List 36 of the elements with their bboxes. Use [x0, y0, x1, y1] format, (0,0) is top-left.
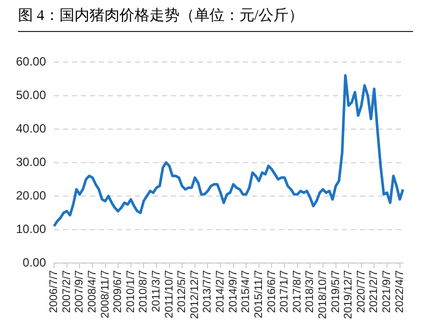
x-tick-label: 2013/7/7 — [202, 270, 214, 313]
y-tick-label: 50.00 — [16, 88, 46, 102]
y-tick-label: 60.00 — [16, 54, 46, 68]
x-tick-label: 2021/2/7 — [368, 270, 380, 313]
x-tick-label: 2021/9/7 — [381, 270, 394, 313]
x-tick-label: 2009/6/7 — [112, 270, 124, 313]
x-tick-label: 2011/3/7 — [150, 270, 163, 312]
chart-title: 图 4：国内猪肉价格走势（单位：元/公斤） — [18, 6, 413, 32]
x-tick-label: 2010/1/7 — [124, 270, 137, 313]
y-tick-label: 0.00 — [22, 255, 46, 270]
y-tick-label: 10.00 — [16, 222, 46, 236]
y-tick-label: 40.00 — [16, 121, 46, 136]
x-tick-label: 2017/1/7 — [278, 270, 291, 313]
x-tick-label: 2018/10/7 — [316, 270, 329, 319]
x-tick-label: 2015/11/7 — [252, 270, 265, 318]
x-tick-label: 2014/9/7 — [227, 270, 240, 313]
x-tick-label: 2015/4/7 — [240, 270, 252, 313]
x-tick-label: 2019/5/7 — [330, 270, 342, 313]
x-tick-label: 2010/8/7 — [138, 270, 150, 313]
x-tick-label: 2012/5/7 — [176, 270, 188, 313]
x-tick-label: 2008/4/7 — [86, 270, 98, 313]
x-tick-label: 2007/9/7 — [74, 270, 86, 313]
x-tick-label: 2019/12/7 — [342, 270, 355, 319]
x-tick-label: 2016/6/7 — [266, 270, 278, 313]
x-tick-label: 2007/2/7 — [60, 270, 73, 313]
x-tick-label: 2018/3/7 — [304, 270, 316, 313]
x-tick-label: 2020/7/7 — [355, 270, 368, 313]
x-tick-label: 2008/11/7 — [99, 270, 112, 318]
x-tick-label: 2017/8/7 — [291, 270, 304, 313]
x-tick-label: 2011/10/7 — [163, 270, 176, 318]
y-tick-label: 20.00 — [16, 188, 46, 202]
x-tick-label: 2022/4/7 — [394, 270, 406, 313]
y-tick-label: 30.00 — [16, 154, 46, 169]
x-tick-label: 2014/2/7 — [214, 270, 227, 313]
x-tick-label: 2012/12/7 — [188, 270, 201, 319]
x-tick-label: 2006/7/7 — [48, 270, 60, 313]
